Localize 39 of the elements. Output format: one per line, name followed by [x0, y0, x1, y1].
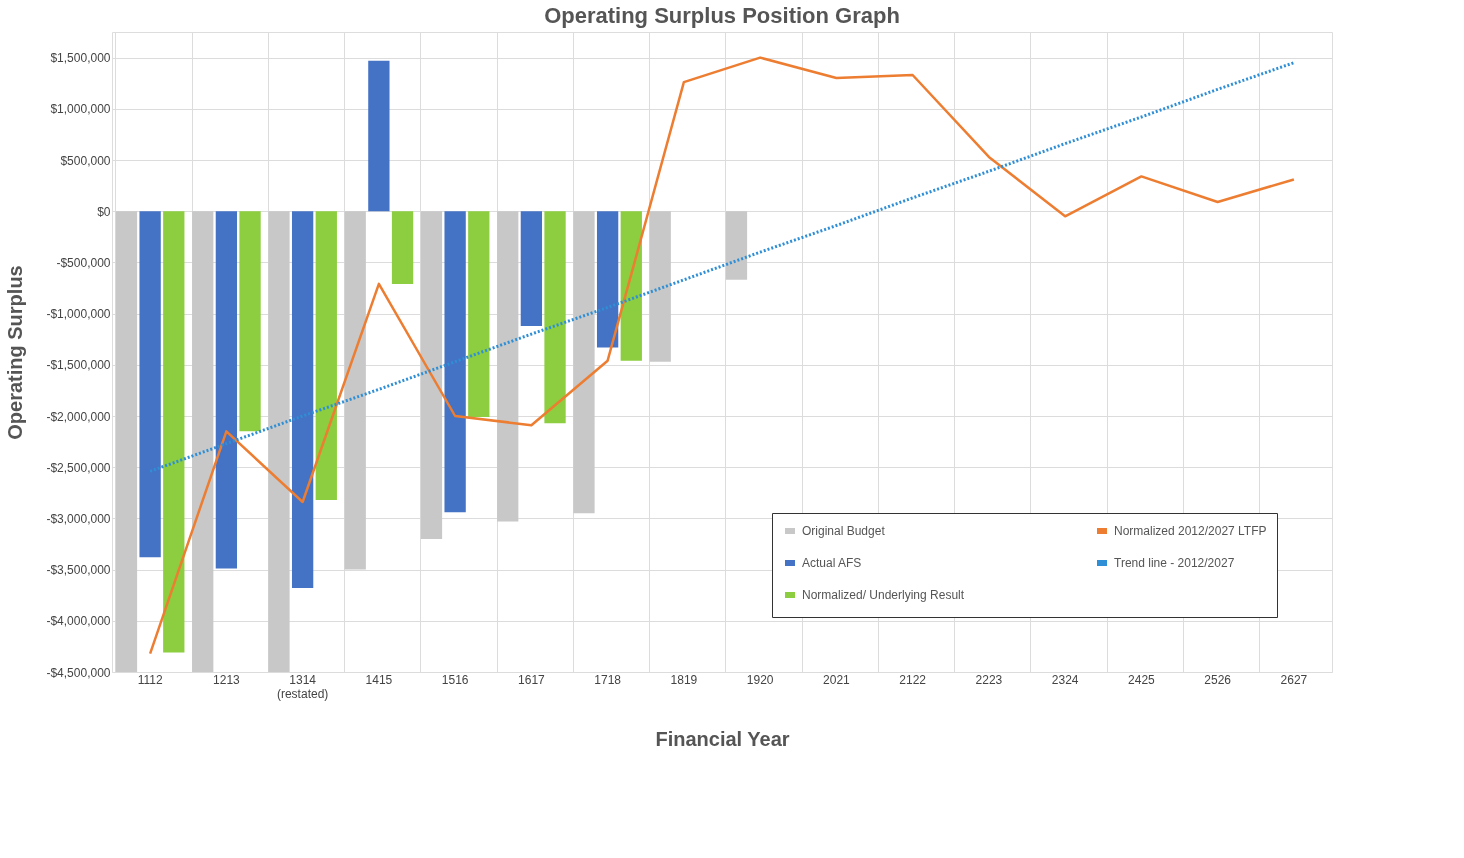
y-tick-label: -$1,500,000 [46, 358, 111, 373]
y-axis-title: Operating Surplus [4, 265, 27, 440]
chart-title: Operating Surplus Position Graph [544, 3, 900, 28]
legend-label: Normalized 2012/2027 LTFP [1114, 524, 1267, 538]
y-tick-label: -$2,000,000 [46, 409, 111, 424]
y-tick-label: -$4,000,000 [46, 614, 111, 629]
legend-label: Original Budget [802, 524, 886, 538]
x-tick-label: 2021 [823, 672, 851, 687]
x-tick-label: 2627 [1280, 672, 1308, 687]
x-tick-label: 1920 [746, 672, 774, 687]
y-tick-label: -$3,000,000 [46, 511, 111, 526]
y-tick-label: -$3,500,000 [46, 563, 111, 578]
y-tick-label: -$4,500,000 [46, 665, 111, 680]
x-tick-label: 1415 [365, 672, 393, 687]
line-series [148, 61, 1296, 473]
y-tick-label: -$500,000 [56, 255, 111, 270]
y-tick-label: -$1,000,000 [46, 307, 111, 322]
x-tick-label: 1213 [213, 672, 241, 687]
x-tick-label: 2324 [1051, 672, 1079, 687]
y-tick-label: $500,000 [60, 153, 111, 168]
x-tick-label: 2223 [975, 672, 1003, 687]
line-series [148, 56, 1296, 655]
y-tick-label: $1,500,000 [50, 51, 111, 66]
y-tick-label: -$2,500,000 [46, 460, 111, 475]
x-tick-label: 2526 [1204, 672, 1232, 687]
x-axis-title: Financial Year [655, 727, 790, 750]
x-tick-label: 1112 [137, 672, 163, 687]
y-tick-label: $0 [97, 204, 111, 219]
x-tick-label: 2122 [899, 672, 927, 687]
legend-label: Normalized/ Underlying Result [802, 588, 965, 602]
x-tick-label: 1516 [441, 672, 469, 687]
x-tick-label: 2425 [1128, 672, 1156, 687]
x-tick-label: 1617 [518, 672, 546, 687]
x-tick-label: 1718 [594, 672, 622, 687]
legend-label: Actual AFS [802, 556, 862, 570]
legend-label: Trend line - 2012/2027 [1114, 556, 1235, 570]
y-tick-label: $1,000,000 [50, 102, 111, 117]
x-tick-label: 1314 (restated) [276, 672, 329, 701]
x-tick-label: 1819 [670, 672, 698, 687]
